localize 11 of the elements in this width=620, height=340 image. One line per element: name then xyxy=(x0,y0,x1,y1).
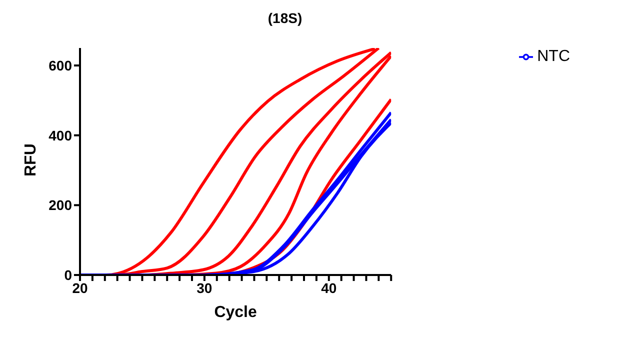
y-tick-label: 400 xyxy=(48,127,72,144)
y-tick-label: 0 xyxy=(64,266,72,283)
legend-label: NTC xyxy=(537,48,570,65)
y-axis-title: RFU xyxy=(22,144,40,176)
x-axis-title: Cycle xyxy=(214,304,257,321)
x-tick-label: 40 xyxy=(321,280,337,296)
x-tick-label: 20 xyxy=(72,280,88,296)
y-tick-label: 200 xyxy=(48,197,72,214)
chart-title: (18S) xyxy=(266,10,304,26)
x-tick-label: 30 xyxy=(196,280,212,296)
y-tick-label: 600 xyxy=(48,57,72,74)
